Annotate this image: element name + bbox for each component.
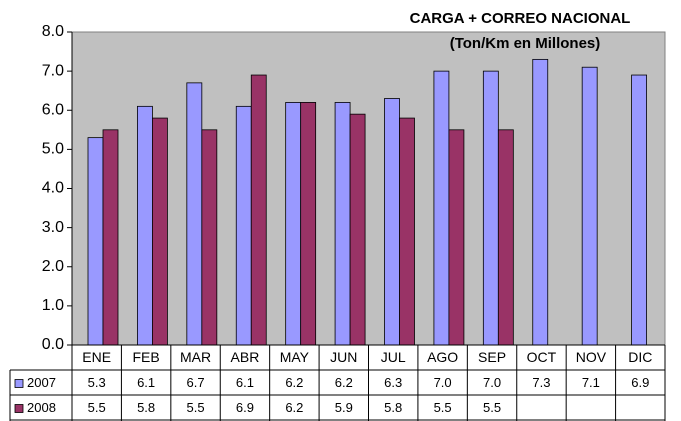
x-tick-label: ENE: [82, 349, 111, 365]
table-value: 6.9: [631, 375, 649, 390]
table-value: 5.5: [187, 400, 205, 415]
x-tick-label: FEB: [133, 349, 160, 365]
table-value: 7.0: [483, 375, 501, 390]
bar: [497, 129, 514, 346]
y-tick-label: 2.0: [42, 258, 64, 275]
x-tick-label: NOV: [576, 349, 607, 365]
x-tick-label: OCT: [527, 349, 557, 365]
table-value: 6.9: [236, 400, 254, 415]
x-tick-label: DIC: [628, 349, 652, 365]
table-value: 5.5: [483, 400, 501, 415]
bar: [137, 105, 153, 346]
x-tick-label: ABR: [231, 349, 260, 365]
table-value: 6.1: [236, 375, 254, 390]
table-value: 6.1: [137, 375, 155, 390]
table-value: 7.3: [532, 375, 550, 390]
y-tick-label: 3.0: [42, 219, 64, 236]
bar: [384, 98, 400, 346]
y-tick-label: 1.0: [42, 297, 64, 314]
table-value: 6.2: [335, 375, 353, 390]
legend-key: [14, 379, 24, 388]
bar: [631, 74, 647, 346]
bar: [349, 113, 366, 346]
y-tick-label: 7.0: [42, 62, 64, 79]
bar: [250, 74, 267, 346]
x-tick-label: AGO: [427, 349, 458, 365]
table-value: 5.5: [88, 400, 106, 415]
table-value: 6.2: [285, 400, 303, 415]
legend-label: 2007: [27, 375, 56, 390]
bar: [532, 58, 549, 346]
bar: [334, 102, 351, 346]
table-value: 6.7: [187, 375, 205, 390]
table-value: 5.5: [434, 400, 452, 415]
bar: [581, 66, 598, 346]
y-tick-label: 8.0: [42, 23, 64, 40]
table-value: 6.3: [384, 375, 402, 390]
bar: [87, 137, 104, 346]
chart-title: CARGA + CORREO NACIONAL: [410, 10, 631, 27]
bar: [235, 105, 252, 346]
x-tick-label: MAY: [280, 349, 310, 365]
table-value: 7.0: [434, 375, 452, 390]
bar: [448, 129, 465, 346]
bar: [482, 70, 499, 346]
y-tick-label: 0.0: [42, 336, 64, 353]
y-tick-label: 5.0: [42, 141, 64, 158]
x-tick-label: JUL: [381, 349, 406, 365]
table-value: 7.1: [582, 375, 600, 390]
bar: [399, 117, 415, 346]
table-value: 6.2: [285, 375, 303, 390]
bar: [300, 102, 317, 346]
legend-label: 2008: [27, 400, 56, 415]
legend-key: [14, 404, 24, 413]
y-tick-label: 6.0: [42, 101, 64, 118]
table-value: 5.8: [384, 400, 402, 415]
table-value: 5.9: [335, 400, 353, 415]
plot-area: [71, 31, 666, 346]
x-tick-label: SEP: [478, 349, 506, 365]
table-value: 5.3: [88, 375, 106, 390]
table-value: 5.8: [137, 400, 155, 415]
bar: [201, 129, 218, 346]
x-tick-label: JUN: [330, 349, 357, 365]
bar: [285, 102, 302, 346]
bar: [186, 82, 203, 346]
bar: [152, 117, 168, 346]
y-tick-label: 4.0: [42, 180, 64, 197]
chart-subtitle: (Ton/Km en Millones): [450, 35, 601, 52]
x-tick-label: MAR: [180, 349, 211, 365]
bar: [102, 129, 119, 346]
bar: [433, 70, 450, 346]
